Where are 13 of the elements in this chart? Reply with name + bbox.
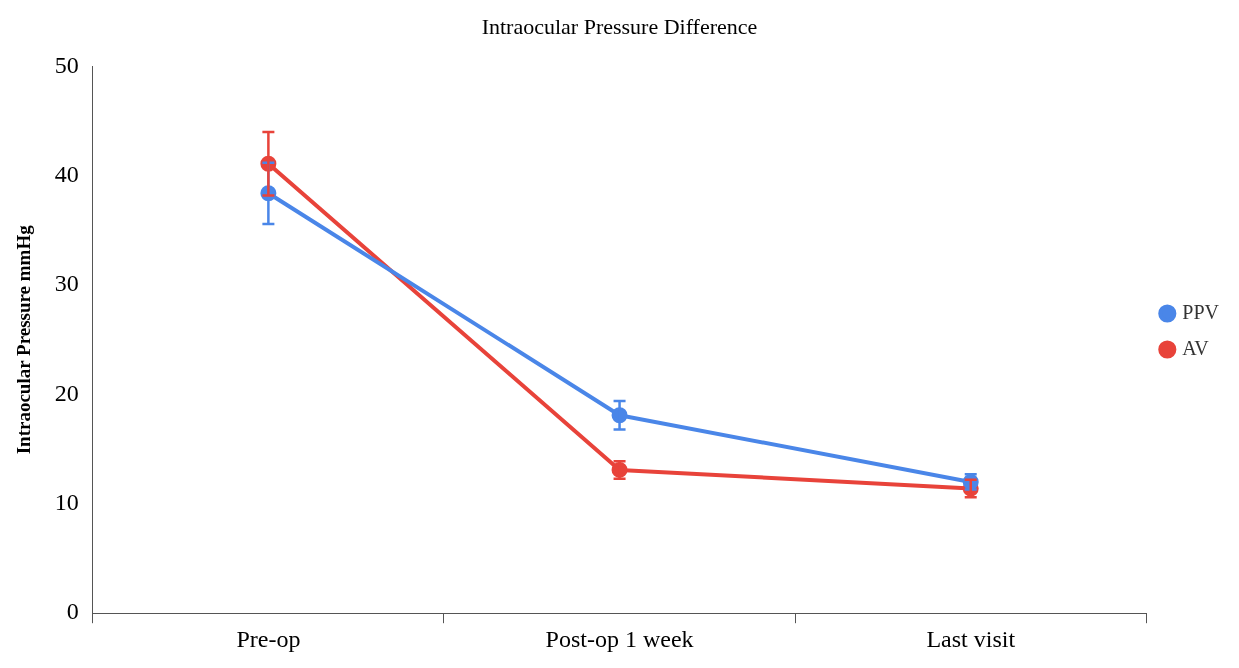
legend-label: AV [1182, 336, 1210, 359]
chart-title: Intraocular Pressure Difference [481, 13, 758, 39]
y-tick-label: 0 [66, 598, 79, 625]
y-tick-label: 10 [54, 489, 79, 516]
x-tick-label: Pre-op [236, 625, 301, 652]
y-tick-label: 40 [54, 161, 79, 188]
y-tick-label: 50 [54, 51, 79, 78]
legend-label: PPV [1182, 300, 1220, 323]
x-tick-label: Post-op 1 week [545, 625, 694, 652]
y-tick-label: 20 [54, 379, 79, 406]
y-axis-title: Intraocular Pressure mmHg [13, 224, 35, 455]
x-tick-label: Last visit [926, 625, 1016, 652]
y-tick-label: 30 [54, 270, 79, 297]
